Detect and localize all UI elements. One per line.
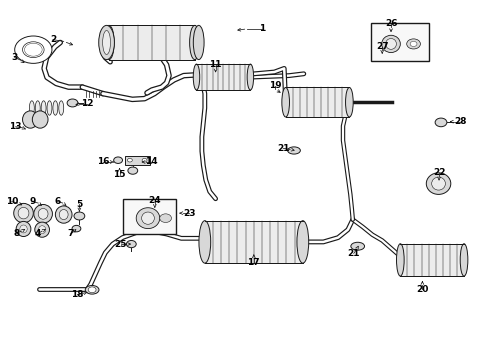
- Ellipse shape: [382, 35, 400, 53]
- Circle shape: [23, 42, 44, 58]
- Ellipse shape: [104, 25, 114, 60]
- Circle shape: [407, 39, 420, 49]
- Bar: [400, 244, 464, 276]
- Text: 26: 26: [385, 19, 397, 28]
- Text: 9: 9: [29, 197, 36, 206]
- Ellipse shape: [53, 101, 58, 115]
- Ellipse shape: [59, 210, 68, 220]
- Bar: [205, 221, 303, 263]
- Text: 8: 8: [14, 229, 20, 238]
- Text: 4: 4: [35, 229, 42, 238]
- Ellipse shape: [41, 101, 46, 115]
- Ellipse shape: [34, 204, 52, 223]
- Ellipse shape: [193, 25, 204, 60]
- Ellipse shape: [297, 221, 309, 263]
- Ellipse shape: [282, 87, 290, 117]
- Ellipse shape: [35, 222, 49, 237]
- Text: 17: 17: [247, 258, 260, 267]
- Text: 1: 1: [259, 24, 265, 33]
- Circle shape: [142, 158, 147, 162]
- Circle shape: [72, 225, 81, 232]
- Ellipse shape: [16, 221, 31, 237]
- Ellipse shape: [38, 226, 46, 234]
- Ellipse shape: [460, 244, 468, 276]
- Ellipse shape: [247, 64, 254, 90]
- Circle shape: [435, 118, 447, 127]
- Ellipse shape: [351, 242, 365, 250]
- Ellipse shape: [345, 87, 353, 117]
- Text: 23: 23: [183, 209, 196, 217]
- Ellipse shape: [47, 101, 52, 115]
- Ellipse shape: [396, 244, 404, 276]
- Circle shape: [127, 158, 132, 162]
- Ellipse shape: [199, 221, 211, 263]
- Circle shape: [15, 36, 52, 63]
- Ellipse shape: [55, 206, 72, 223]
- Text: 24: 24: [148, 196, 161, 204]
- Text: 28: 28: [454, 117, 467, 126]
- Ellipse shape: [35, 101, 40, 115]
- Ellipse shape: [288, 147, 300, 154]
- Text: 14: 14: [145, 157, 157, 166]
- Ellipse shape: [23, 111, 38, 128]
- Text: 13: 13: [9, 122, 22, 131]
- Ellipse shape: [193, 64, 200, 90]
- Text: 16: 16: [97, 157, 109, 166]
- Circle shape: [88, 287, 96, 293]
- Ellipse shape: [432, 177, 445, 190]
- Bar: [371, 23, 429, 61]
- Circle shape: [410, 41, 417, 46]
- Text: 19: 19: [269, 81, 282, 90]
- Circle shape: [67, 99, 78, 107]
- Circle shape: [114, 157, 122, 163]
- Text: 3: 3: [12, 53, 18, 62]
- Text: 25: 25: [114, 240, 127, 248]
- Text: 15: 15: [113, 170, 126, 179]
- Circle shape: [74, 212, 85, 220]
- Ellipse shape: [99, 25, 115, 60]
- Circle shape: [126, 240, 136, 248]
- Ellipse shape: [18, 207, 29, 219]
- Ellipse shape: [14, 203, 33, 223]
- Text: 12: 12: [81, 99, 94, 108]
- Text: 21: 21: [277, 144, 290, 153]
- Text: 11: 11: [209, 60, 222, 69]
- Ellipse shape: [190, 25, 200, 60]
- Text: 22: 22: [433, 168, 445, 177]
- Text: 20: 20: [416, 285, 429, 294]
- Ellipse shape: [38, 208, 48, 219]
- Text: 21: 21: [347, 249, 360, 258]
- Ellipse shape: [85, 285, 99, 294]
- Ellipse shape: [29, 101, 34, 115]
- Circle shape: [128, 167, 138, 174]
- Bar: [123, 199, 176, 234]
- Text: 2: 2: [50, 35, 56, 44]
- Bar: [125, 156, 150, 165]
- Ellipse shape: [386, 39, 396, 49]
- Text: 18: 18: [71, 290, 84, 299]
- Ellipse shape: [103, 31, 111, 54]
- Ellipse shape: [136, 208, 160, 229]
- Text: 6: 6: [55, 197, 61, 206]
- Ellipse shape: [426, 173, 451, 194]
- Text: 10: 10: [5, 197, 18, 206]
- Circle shape: [160, 214, 172, 222]
- Ellipse shape: [142, 212, 154, 224]
- Text: 27: 27: [376, 42, 389, 51]
- Bar: [196, 64, 250, 90]
- Text: 7: 7: [67, 230, 74, 239]
- Ellipse shape: [32, 111, 48, 128]
- Text: 5: 5: [76, 200, 82, 209]
- Bar: [286, 87, 349, 117]
- Ellipse shape: [59, 101, 64, 115]
- Bar: [109, 25, 195, 59]
- Ellipse shape: [20, 225, 27, 233]
